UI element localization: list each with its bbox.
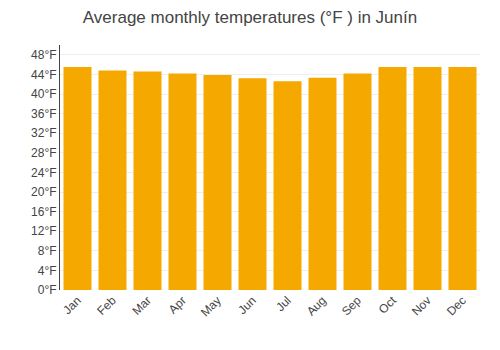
svg-text:16°F: 16°F: [31, 205, 56, 219]
svg-text:Dec: Dec: [444, 293, 469, 318]
svg-text:36°F: 36°F: [31, 107, 56, 121]
svg-text:32°F: 32°F: [31, 126, 56, 140]
svg-text:Average monthly temperatures (: Average monthly temperatures (°F ) in Ju…: [83, 8, 417, 27]
svg-text:24°F: 24°F: [31, 166, 56, 180]
svg-text:Jan: Jan: [60, 293, 84, 317]
svg-text:Apr: Apr: [166, 293, 189, 316]
svg-text:8°F: 8°F: [38, 244, 57, 258]
svg-text:48°F: 48°F: [31, 48, 56, 62]
svg-text:Jun: Jun: [235, 293, 259, 317]
svg-text:Nov: Nov: [409, 293, 434, 318]
svg-text:0°F: 0°F: [38, 283, 57, 297]
svg-text:Mar: Mar: [129, 293, 154, 318]
svg-text:Aug: Aug: [304, 293, 329, 318]
svg-text:Oct: Oct: [376, 293, 400, 317]
svg-text:44°F: 44°F: [31, 68, 56, 82]
svg-text:May: May: [198, 293, 224, 319]
svg-text:Jul: Jul: [273, 293, 294, 314]
svg-text:20°F: 20°F: [31, 185, 56, 199]
svg-text:12°F: 12°F: [31, 224, 56, 238]
svg-text:40°F: 40°F: [31, 87, 56, 101]
svg-text:Sep: Sep: [339, 293, 364, 318]
svg-text:Feb: Feb: [94, 293, 119, 318]
svg-text:28°F: 28°F: [31, 146, 56, 160]
svg-text:4°F: 4°F: [38, 264, 57, 278]
